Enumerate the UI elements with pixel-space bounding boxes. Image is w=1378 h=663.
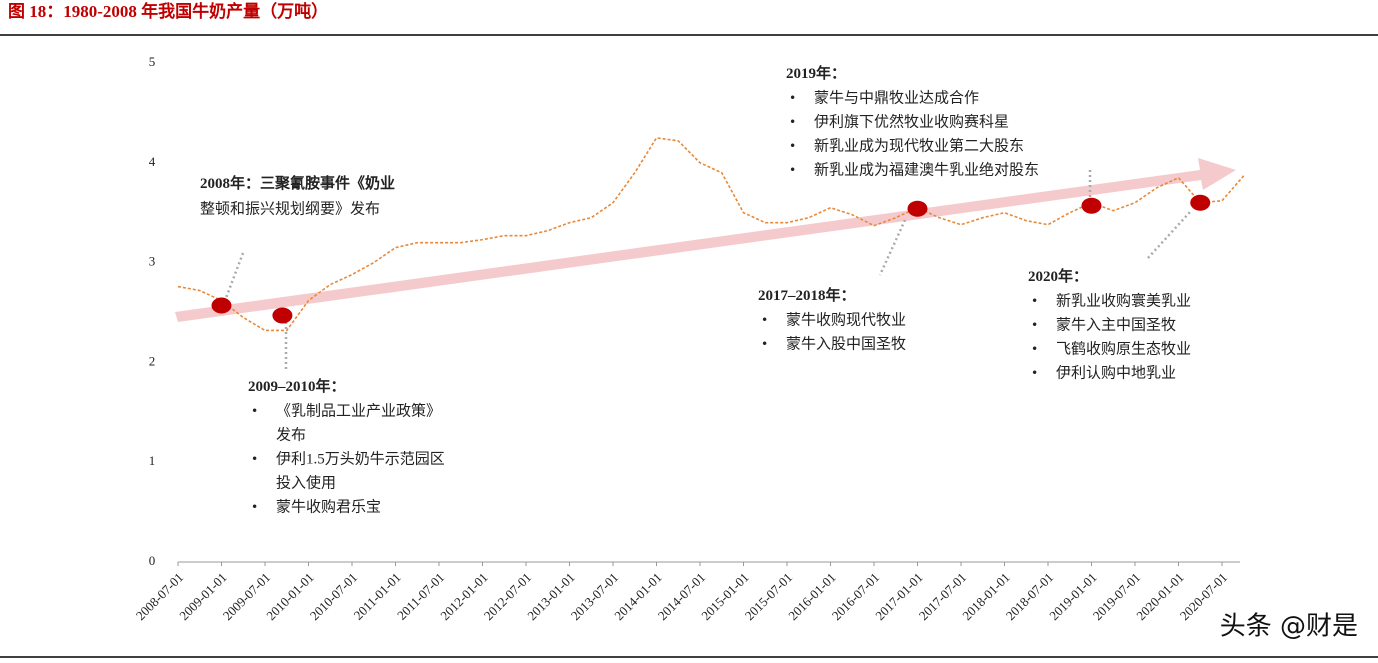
event-marker [1081,197,1102,214]
bullet: • [790,90,795,106]
bullet-text: 新乳业成为现代牧业第二大股东 [814,136,1024,154]
bullet: • [1032,293,1037,309]
y-tick-label: 1 [149,453,156,468]
bullet-text: 蒙牛与中鼎牧业达成合作 [814,89,979,106]
annotation-head: 2008年：三聚氰胺事件《奶业 [200,174,395,192]
bullet-text: 发布 [276,426,306,443]
annotation-head: 2020年： [1028,267,1088,285]
bullet: • [790,114,795,130]
annotation-head: 2019年： [786,64,846,82]
bullet: • [1032,365,1037,381]
annotation-head: 2009–2010年： [248,377,346,395]
watermark: 头条 @财是 [1220,612,1358,642]
bullet-text: 蒙牛入股中国圣牧 [786,335,906,352]
bullet-text: 伊利1.5万头奶牛示范园区 [276,450,445,467]
annotation-head-text: 2019年： [786,64,846,82]
bullet-text: 伊利认购中地乳业 [1056,364,1176,381]
annotation-text: 整顿和振兴规划纲要》发布 [200,200,380,217]
chart-title: 图 18：1980-2008 年我国牛奶产量（万吨） [8,1,328,21]
event-marker [1190,194,1211,211]
y-tick-label: 2 [149,353,156,368]
event-marker [211,297,232,314]
bullet: • [1032,341,1037,357]
bullet: • [1032,317,1037,333]
y-tick-label: 0 [149,553,156,568]
y-tick-label: 3 [149,254,156,269]
bullet: • [252,499,257,515]
bullet: • [252,403,257,419]
bullet-text: 投入使用 [276,474,336,491]
trend-arrow [175,158,1236,322]
connector [1147,211,1191,259]
annotation-head-text: 2017–2018年： [758,286,856,304]
bullet: • [762,336,767,352]
annotation-head: 2017–2018年： [758,286,856,304]
bullet-text: 《乳制品工业产业政策》 [276,402,441,419]
event-marker [907,200,928,217]
bullet-text: 蒙牛入主中国圣牧 [1056,316,1176,333]
bullet-text: 蒙牛收购君乐宝 [276,498,381,515]
bullet-text: 蒙牛收购现代牧业 [786,311,906,328]
connector [878,219,907,276]
connector [224,252,245,299]
bullet: • [790,162,795,178]
bullet-text: 伊利旗下优然牧业收购赛科星 [814,113,1009,130]
bullet-text: 新乳业成为福建澳牛乳业绝对股东 [814,161,1039,178]
bullet-text: 新乳业收购寰美乳业 [1056,291,1191,309]
annotation-head-text: 2020年： [1028,267,1088,285]
bullet: • [252,451,257,467]
annotation-text: 《奶业 [350,174,395,192]
annotation-head-text: 2009–2010年： [248,377,346,395]
y-tick-label: 4 [149,154,156,169]
y-tick-label: 5 [149,54,156,69]
annotation-head-text: 2008年：三聚氰胺事件 [200,174,350,192]
bullet: • [790,138,795,154]
event-marker [272,307,293,324]
bullet-text: 飞鹤收购原生态牧业 [1056,340,1191,357]
data-line [177,136,1245,332]
bullet: • [762,312,767,328]
